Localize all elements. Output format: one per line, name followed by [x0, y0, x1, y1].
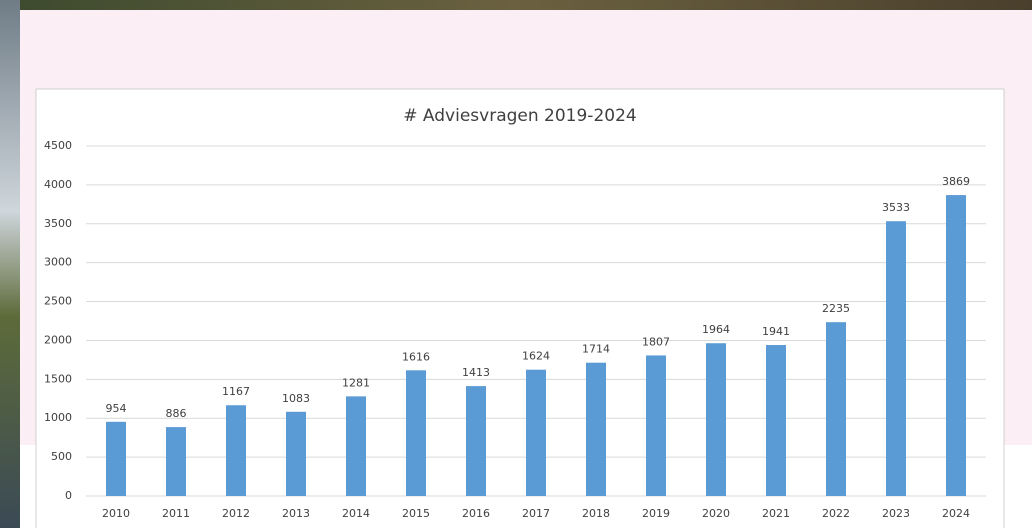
data-label: 1624	[522, 350, 550, 363]
x-tick-label: 2023	[882, 507, 910, 520]
bar	[586, 363, 606, 496]
header-photo	[0, 0, 1032, 10]
data-label: 3533	[882, 201, 910, 214]
y-tick-label: 0	[65, 489, 72, 502]
data-label: 1616	[402, 350, 430, 363]
data-label: 954	[106, 402, 127, 415]
y-tick-label: 4000	[44, 178, 72, 191]
data-label: 1807	[642, 335, 670, 348]
x-tick-label: 2014	[342, 507, 370, 520]
x-tick-label: 2018	[582, 507, 610, 520]
y-tick-label: 2500	[44, 295, 72, 308]
x-tick-label: 2010	[102, 507, 130, 520]
bar	[346, 396, 366, 496]
page: # Adviesvragen 2019-2024 0 500 1000 1500 200…	[0, 0, 1032, 528]
data-label: 1281	[342, 376, 370, 389]
bar	[106, 422, 126, 496]
bar	[766, 345, 786, 496]
bar	[166, 427, 186, 496]
data-label: 3869	[942, 175, 970, 188]
bar	[646, 355, 666, 496]
y-tick-label: 3000	[44, 256, 72, 269]
side-photo	[0, 0, 20, 528]
y-tick-label: 500	[51, 450, 72, 463]
bar	[226, 405, 246, 496]
x-tick-label: 2022	[822, 507, 850, 520]
y-tick-label: 1000	[44, 411, 72, 424]
data-label: 1167	[222, 385, 250, 398]
bar	[706, 343, 726, 496]
x-tick-label: 2017	[522, 507, 550, 520]
x-tick-label: 2021	[762, 507, 790, 520]
x-tick-label: 2013	[282, 507, 310, 520]
data-label: 2235	[822, 302, 850, 315]
x-tick-label: 2015	[402, 507, 430, 520]
x-tick-label: 2024	[942, 507, 970, 520]
data-label: 1083	[282, 392, 310, 405]
bar	[466, 386, 486, 496]
y-tick-label: 4500	[44, 139, 72, 152]
data-label: 1714	[582, 343, 610, 356]
x-tick-label: 2012	[222, 507, 250, 520]
x-tick-label: 2011	[162, 507, 190, 520]
chart-title: # Adviesvragen 2019-2024	[403, 106, 636, 126]
bar	[406, 370, 426, 496]
x-tick-label: 2020	[702, 507, 730, 520]
data-label: 1941	[762, 325, 790, 338]
x-tick-label: 2016	[462, 507, 490, 520]
bar	[946, 195, 966, 496]
bar	[286, 412, 306, 496]
data-label: 886	[166, 407, 187, 420]
y-tick-label: 3500	[44, 217, 72, 230]
bar	[826, 322, 846, 496]
y-tick-label: 2000	[44, 333, 72, 346]
data-label: 1413	[462, 366, 490, 379]
y-tick-label: 1500	[44, 372, 72, 385]
bar	[886, 221, 906, 496]
bar	[526, 370, 546, 496]
x-tick-label: 2019	[642, 507, 670, 520]
data-label: 1964	[702, 323, 730, 336]
